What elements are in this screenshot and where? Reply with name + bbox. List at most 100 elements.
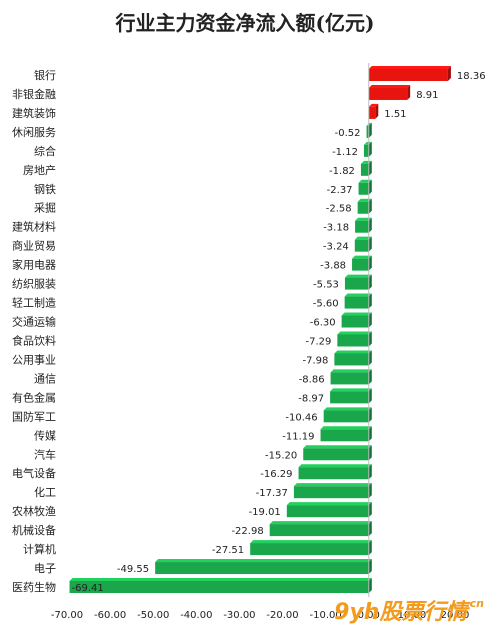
bar-front-face [298, 467, 369, 480]
value-label: -22.98 [231, 526, 263, 537]
bar-side-face [368, 540, 372, 556]
bar-top-face [298, 464, 372, 468]
bar-front-face [323, 410, 369, 423]
bar-front-face [337, 334, 369, 347]
category-label: 商业贸易 [12, 239, 56, 253]
bar-top-face [330, 369, 372, 373]
bar-side-face [368, 331, 372, 347]
bar-front-face [358, 182, 369, 195]
bar-front-face [368, 106, 376, 119]
bar-交通运输 [341, 312, 372, 328]
bar-side-face [368, 426, 372, 442]
category-label: 机械设备 [12, 523, 56, 537]
category-label: 银行 [34, 68, 56, 82]
bar-front-face [357, 201, 369, 214]
bar-top-face [269, 521, 372, 525]
bar-汽车 [303, 445, 372, 461]
bar-side-face [368, 369, 372, 385]
bar-电子 [155, 559, 372, 575]
bar-top-face [344, 293, 372, 297]
bar-top-face [352, 255, 372, 259]
bar-side-face [368, 179, 372, 195]
x-tick-label: -40.00 [180, 610, 212, 621]
category-label: 汽车 [34, 447, 56, 461]
bar-银行 [368, 66, 451, 81]
bar-化工 [293, 483, 372, 499]
value-label: -69.41 [72, 583, 104, 594]
bar-top-face [354, 236, 372, 240]
value-label: 1.51 [384, 109, 406, 120]
bar-side-face [368, 521, 372, 537]
bar-纺织服装 [344, 274, 372, 290]
bar-top-face [344, 274, 372, 278]
bar-front-face [341, 315, 369, 328]
bar-商业贸易 [354, 236, 372, 252]
bar-front-face [366, 125, 369, 138]
category-label: 通信 [34, 372, 56, 385]
value-label: -10.46 [285, 412, 317, 423]
value-label: -3.24 [323, 242, 349, 253]
bar-建筑材料 [355, 217, 372, 233]
bar-电气设备 [298, 464, 372, 480]
bar-采掘 [357, 198, 372, 214]
category-label: 食品饮料 [12, 333, 56, 347]
bar-top-face [155, 559, 372, 563]
bar-front-face [330, 391, 369, 404]
bar-top-face [323, 407, 372, 411]
value-label: -15.20 [265, 450, 297, 461]
value-label: -1.12 [332, 147, 358, 158]
bar-front-face [368, 69, 448, 81]
category-label: 化工 [34, 485, 56, 499]
watermark-logo: 9yh股票行情.cn [334, 594, 484, 626]
category-label: 电气设备 [12, 466, 56, 480]
bar-top-face [341, 312, 372, 316]
bar-top-face [250, 540, 372, 544]
category-label: 采掘 [34, 201, 56, 215]
bar-医药生物 [69, 578, 372, 593]
bar-top-face [293, 483, 372, 487]
bar-front-face [360, 163, 369, 176]
bar-side-face [368, 198, 372, 214]
bar-side-face [368, 255, 372, 271]
category-label: 纺织服装 [12, 277, 56, 291]
bar-top-face [368, 66, 451, 69]
bar-side-face [368, 388, 372, 404]
x-tick-label: -20.00 [266, 610, 298, 621]
value-label: -3.88 [320, 261, 346, 272]
bar-综合 [363, 141, 372, 157]
bar-side-face [368, 407, 372, 423]
category-label: 电子 [34, 562, 56, 575]
value-label: -6.30 [310, 318, 336, 329]
bars-group [69, 66, 451, 593]
watermark-text: 9yh股票行情 [334, 600, 468, 625]
value-label: -16.29 [260, 469, 292, 480]
bar-front-face [330, 372, 369, 385]
bar-建筑装饰 [368, 103, 379, 119]
bar-front-face [320, 429, 369, 442]
bar-front-face [269, 524, 369, 537]
value-label: -49.55 [117, 564, 149, 575]
category-label: 建筑材料 [12, 220, 56, 234]
value-label: -5.53 [313, 280, 339, 291]
bar-front-face [352, 258, 369, 271]
bar-side-face [447, 66, 451, 81]
bar-top-face [363, 141, 372, 145]
bar-top-face [357, 198, 372, 202]
category-labels: 银行非银金融建筑装饰休闲服务综合房地产钢铁采掘建筑材料商业贸易家用电器纺织服装轻… [12, 68, 56, 594]
bar-top-face [334, 350, 372, 354]
bar-side-face [368, 483, 372, 499]
bar-front-face [354, 239, 369, 252]
bar-top-face [368, 84, 411, 88]
bar-front-face [368, 87, 408, 100]
x-tick-label: -60.00 [94, 610, 126, 621]
x-tick-label: -30.00 [223, 610, 255, 621]
x-tick-label: 0.00 [358, 610, 380, 621]
bar-机械设备 [269, 521, 372, 537]
category-label: 综合 [34, 144, 56, 158]
bar-side-face [368, 350, 372, 366]
category-label: 轻工制造 [12, 296, 56, 310]
bar-传媒 [320, 426, 372, 442]
bar-side-face [368, 502, 372, 518]
category-label: 非银金融 [12, 87, 56, 101]
